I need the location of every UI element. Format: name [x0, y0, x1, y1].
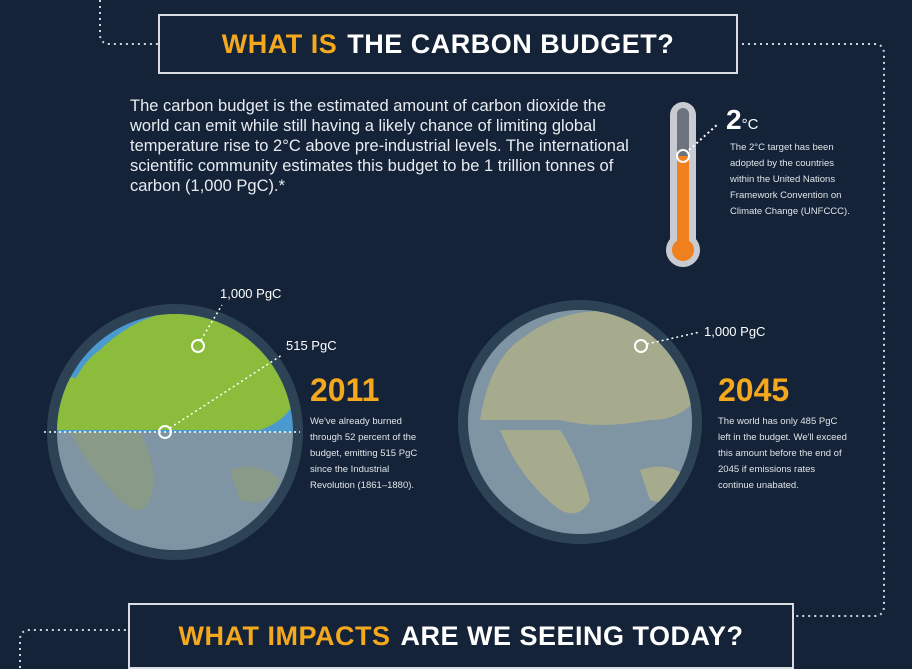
intro-text: The carbon budget is the estimated amoun… — [130, 97, 629, 195]
footer-box: WHAT IMPACTS ARE WE SEEING TODAY? — [128, 603, 794, 669]
globe-text: We've already burned through 52 percent … — [310, 416, 418, 491]
globe-label: 1,000 PgC — [220, 286, 282, 301]
thermometer — [666, 102, 719, 267]
header-box: WHAT IS THE CARBON BUDGET? — [158, 14, 738, 74]
temp-label: 2°C — [726, 104, 758, 136]
title-highlight: WHAT IMPACTS — [178, 620, 391, 651]
title-highlight: WHAT IS — [221, 28, 338, 59]
thermometer-note: The 2°C target has been adopted by the c… — [730, 142, 850, 217]
globe-label: 515 PgC — [286, 338, 337, 353]
globe-text: The world has only 485 PgC left in the b… — [718, 416, 847, 491]
title-rest: ARE WE SEEING TODAY? — [400, 620, 744, 651]
globe-label: 1,000 PgC — [704, 324, 766, 339]
temp-unit: °C — [741, 116, 759, 133]
globe-year: 2011 — [310, 372, 380, 408]
dotted-lines — [19, 0, 885, 668]
title-rest: THE CARBON BUDGET? — [347, 28, 675, 59]
globe-2011 — [44, 304, 303, 560]
temp-value: 2 — [726, 104, 742, 135]
globe-2045 — [458, 300, 702, 544]
globe-year: 2045 — [718, 372, 790, 408]
